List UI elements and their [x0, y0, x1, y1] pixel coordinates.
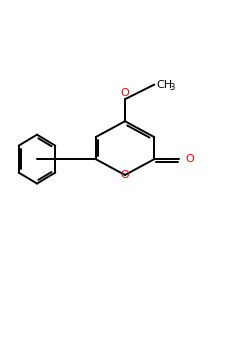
Text: O: O	[185, 154, 194, 164]
Text: 3: 3	[170, 83, 175, 92]
Text: CH: CH	[157, 79, 173, 90]
Text: O: O	[120, 88, 130, 98]
Text: O: O	[120, 170, 130, 180]
